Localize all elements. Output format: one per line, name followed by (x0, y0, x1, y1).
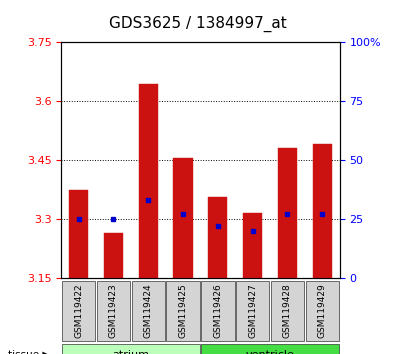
Text: GSM119426: GSM119426 (213, 283, 222, 338)
Bar (173, 158, 193, 278)
Text: GSM119423: GSM119423 (109, 283, 118, 338)
Text: GDS3625 / 1384997_at: GDS3625 / 1384997_at (109, 16, 286, 32)
Text: GSM119424: GSM119424 (144, 283, 153, 338)
Text: ventricle: ventricle (246, 349, 295, 354)
Bar (243, 213, 262, 278)
FancyBboxPatch shape (62, 344, 200, 354)
Bar (69, 190, 88, 278)
Text: atrium: atrium (112, 349, 149, 354)
FancyBboxPatch shape (97, 281, 130, 341)
FancyBboxPatch shape (306, 281, 339, 341)
FancyBboxPatch shape (201, 281, 235, 341)
FancyBboxPatch shape (271, 281, 304, 341)
Text: GSM119425: GSM119425 (179, 283, 188, 338)
FancyBboxPatch shape (132, 281, 165, 341)
Text: GSM119429: GSM119429 (318, 283, 327, 338)
Bar (313, 144, 332, 278)
Text: GSM119428: GSM119428 (283, 283, 292, 338)
Bar (278, 148, 297, 278)
Text: GSM119422: GSM119422 (74, 283, 83, 338)
Bar (208, 198, 228, 278)
FancyBboxPatch shape (236, 281, 269, 341)
FancyBboxPatch shape (166, 281, 200, 341)
Text: GSM119427: GSM119427 (248, 283, 257, 338)
Bar (104, 233, 123, 278)
Bar (139, 84, 158, 278)
Text: tissue ▶: tissue ▶ (8, 349, 50, 354)
FancyBboxPatch shape (62, 281, 95, 341)
FancyBboxPatch shape (201, 344, 339, 354)
